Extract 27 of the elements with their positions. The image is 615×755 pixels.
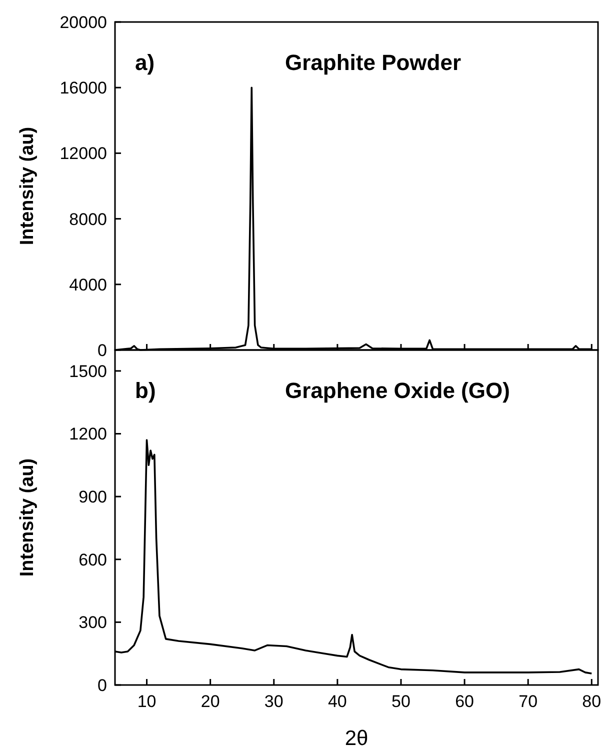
x-tick-label: 80 [582,692,602,711]
text: Graphite Powder [285,50,462,75]
y-axis-title: Intensity (au) [17,458,38,577]
text: Graphene Oxide (GO) [285,378,510,403]
x-tick-label: 70 [518,692,538,711]
y-tick-label: 16000 [60,78,107,98]
y-tick-label: 4000 [69,275,107,294]
y-axis-title: Intensity (au) [17,126,38,246]
annotation: a) [135,50,155,75]
x-tick-label: 30 [264,692,284,711]
x-tick-label: 20 [200,692,220,711]
y-tick-label: 0 [98,676,107,695]
y-tick-label: 300 [78,613,107,632]
x-tick-label: 50 [392,692,410,711]
y-tick-label: 600 [78,550,107,570]
y-tick-label: 12000 [60,144,107,164]
y-tick-label: 900 [78,488,107,507]
y-tick-label: 1200 [69,424,107,444]
y-tick-label: 20000 [60,12,107,32]
x-axis-title: 2θ [344,727,368,750]
x-tick-label: 10 [137,692,156,711]
y-tick-label: 1500 [69,362,107,381]
x-tick-label: 60 [455,692,474,711]
y-tick-label: 0 [98,340,107,360]
x-tick-label: 40 [328,692,347,711]
y-tick-label: 8000 [69,210,107,229]
annotation: b) [135,378,156,403]
